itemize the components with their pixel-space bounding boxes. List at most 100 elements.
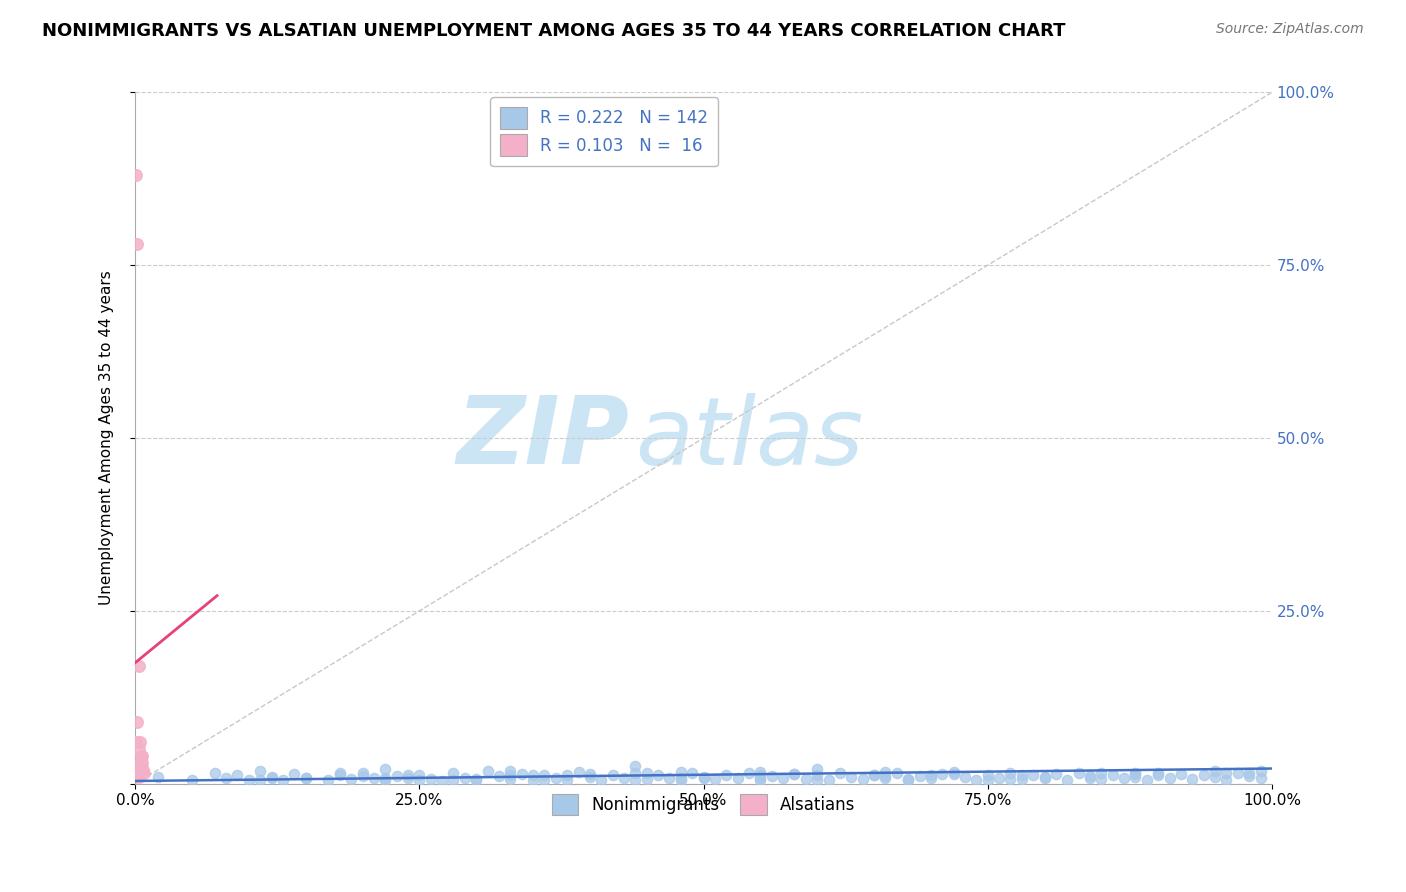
- Point: [886, 766, 908, 780]
- Point: [1125, 770, 1147, 784]
- Point: [396, 771, 419, 785]
- Point: [579, 767, 602, 781]
- Point: [692, 771, 714, 785]
- Point: [875, 771, 897, 785]
- Point: [647, 768, 669, 782]
- Point: [942, 764, 965, 779]
- Point: [522, 768, 544, 782]
- Point: [533, 768, 555, 782]
- Point: [602, 768, 624, 782]
- Point: [669, 771, 692, 785]
- Point: [579, 770, 602, 784]
- Point: [329, 768, 352, 782]
- Point: [128, 659, 150, 673]
- Point: [1011, 768, 1033, 782]
- Point: [374, 762, 396, 776]
- Point: [738, 766, 761, 780]
- Point: [1159, 771, 1181, 785]
- Point: [852, 772, 875, 786]
- Point: [260, 770, 283, 784]
- Point: [131, 756, 153, 770]
- Point: [1125, 766, 1147, 780]
- Point: [977, 772, 1000, 787]
- Point: [636, 772, 658, 786]
- Point: [146, 770, 169, 784]
- Point: [352, 766, 374, 780]
- Point: [806, 772, 828, 787]
- Point: [875, 769, 897, 783]
- Point: [181, 773, 204, 788]
- Point: [988, 771, 1011, 785]
- Point: [794, 772, 817, 786]
- Point: [125, 735, 148, 749]
- Point: [761, 769, 783, 783]
- Point: [1237, 765, 1260, 780]
- Point: [127, 714, 149, 729]
- Point: [692, 770, 714, 784]
- Point: [555, 768, 578, 782]
- Point: [1022, 768, 1045, 782]
- Point: [1215, 772, 1237, 787]
- Point: [1067, 765, 1090, 780]
- Point: [454, 771, 477, 785]
- Point: [1090, 765, 1112, 780]
- Point: [613, 771, 636, 785]
- Point: [1011, 772, 1033, 786]
- Point: [772, 771, 794, 785]
- Point: [1000, 766, 1022, 780]
- Point: [806, 762, 828, 776]
- Point: [249, 764, 271, 779]
- Point: [953, 770, 976, 784]
- Point: [129, 763, 152, 777]
- Point: [283, 767, 305, 781]
- Point: [363, 771, 385, 785]
- Point: [555, 773, 578, 788]
- Point: [806, 768, 828, 782]
- Point: [624, 766, 647, 780]
- Point: [863, 768, 886, 782]
- Point: [1147, 765, 1170, 780]
- Point: [1147, 768, 1170, 782]
- Point: [329, 766, 352, 780]
- Point: [271, 772, 294, 787]
- Point: [839, 770, 862, 784]
- Legend: Nonimmigrants, Alsatians: Nonimmigrants, Alsatians: [544, 786, 863, 824]
- Point: [215, 771, 238, 785]
- Point: [1033, 770, 1056, 784]
- Point: [443, 772, 465, 787]
- Point: [908, 769, 931, 783]
- Point: [1045, 767, 1067, 781]
- Point: [465, 773, 488, 788]
- Point: [897, 772, 920, 787]
- Point: [204, 766, 226, 780]
- Point: [465, 772, 488, 786]
- Point: [249, 772, 271, 787]
- Point: [294, 771, 316, 785]
- Point: [669, 764, 692, 779]
- Point: [897, 772, 920, 786]
- Text: NONIMMIGRANTS VS ALSATIAN UNEMPLOYMENT AMONG AGES 35 TO 44 YEARS CORRELATION CHA: NONIMMIGRANTS VS ALSATIAN UNEMPLOYMENT A…: [42, 22, 1066, 40]
- Point: [567, 764, 589, 779]
- Text: atlas: atlas: [636, 392, 863, 483]
- Point: [703, 772, 725, 786]
- Point: [931, 767, 953, 781]
- Point: [681, 765, 703, 780]
- Point: [488, 769, 510, 783]
- Point: [1204, 764, 1226, 778]
- Point: [828, 765, 851, 780]
- Point: [1101, 768, 1123, 782]
- Point: [128, 766, 150, 780]
- Point: [128, 756, 150, 770]
- Point: [125, 169, 148, 183]
- Point: [128, 742, 150, 756]
- Point: [727, 771, 749, 785]
- Point: [318, 773, 340, 788]
- Point: [624, 773, 647, 788]
- Point: [408, 773, 430, 788]
- Point: [1078, 769, 1101, 783]
- Point: [1056, 773, 1078, 788]
- Point: [920, 771, 942, 785]
- Text: Source: ZipAtlas.com: Source: ZipAtlas.com: [1216, 22, 1364, 37]
- Point: [749, 772, 772, 787]
- Point: [374, 771, 396, 785]
